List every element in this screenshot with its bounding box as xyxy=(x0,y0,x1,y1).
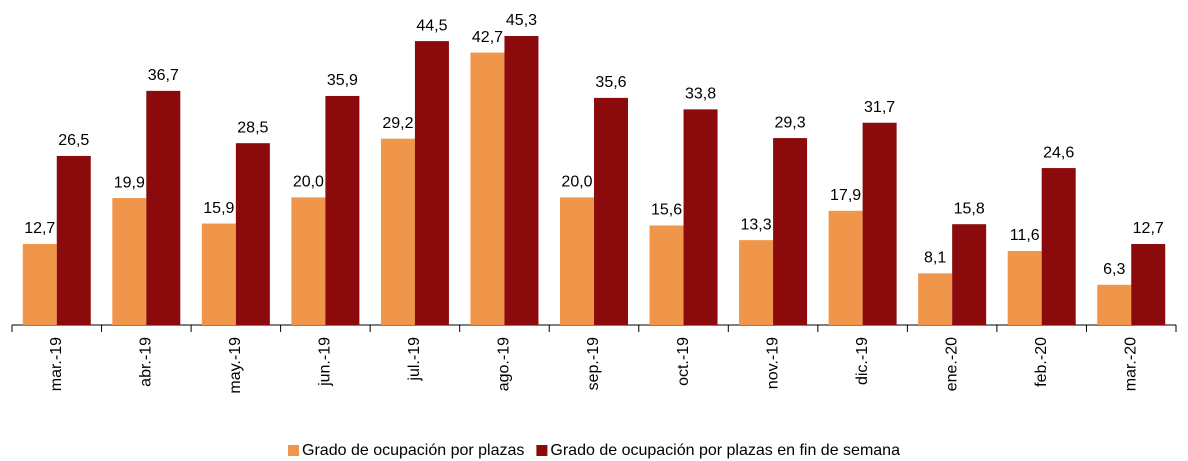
value-label: 28,5 xyxy=(237,119,268,136)
x-tick-label: ago.-19 xyxy=(496,337,513,391)
bar xyxy=(1131,243,1166,325)
value-label: 15,9 xyxy=(203,200,234,217)
bar xyxy=(862,122,897,325)
value-label: 44,5 xyxy=(416,17,447,34)
bar xyxy=(56,155,91,325)
value-label: 42,7 xyxy=(472,29,503,46)
value-label: 31,7 xyxy=(864,99,895,116)
bar xyxy=(112,198,147,325)
value-label: 6,3 xyxy=(1103,261,1125,278)
bar xyxy=(146,90,181,325)
x-tick-label: jul.-19 xyxy=(406,337,423,382)
x-tick-label: mar.-20 xyxy=(1122,337,1139,391)
bar xyxy=(22,243,57,325)
x-tick-label: sep.-19 xyxy=(585,337,602,390)
bar xyxy=(1007,250,1042,325)
value-label: 26,5 xyxy=(58,132,89,149)
x-tick-label: nov.-19 xyxy=(764,337,781,389)
value-label: 29,2 xyxy=(382,115,413,132)
value-label: 20,0 xyxy=(561,174,592,191)
legend-label: Grado de ocupación por plazas en fin de … xyxy=(550,442,900,459)
value-label: 15,8 xyxy=(954,200,985,217)
x-tick-label: mar.-19 xyxy=(48,337,65,391)
bar xyxy=(1041,168,1076,325)
bar xyxy=(952,224,987,325)
value-label: 24,6 xyxy=(1043,144,1074,161)
value-label: 29,3 xyxy=(775,114,806,131)
bar xyxy=(380,138,415,325)
bar xyxy=(918,273,953,325)
bar xyxy=(504,36,539,325)
value-label: 33,8 xyxy=(685,86,716,103)
bar xyxy=(773,138,808,325)
legend-label: Grado de ocupación por plazas xyxy=(302,442,524,459)
x-tick-label: dic.-19 xyxy=(854,337,871,385)
x-tick-label: ene.-20 xyxy=(943,337,960,391)
value-label: 45,3 xyxy=(506,12,537,29)
value-label: 35,6 xyxy=(595,74,626,91)
value-label: 35,9 xyxy=(327,72,358,89)
value-label: 12,7 xyxy=(1133,220,1164,237)
x-tick-label: feb.-20 xyxy=(1033,337,1050,387)
legend-swatch xyxy=(288,445,300,456)
value-label: 11,6 xyxy=(1010,227,1040,244)
bar xyxy=(739,240,774,325)
value-label: 36,7 xyxy=(148,67,179,84)
x-tick-label: oct.-19 xyxy=(675,337,692,386)
value-label: 17,9 xyxy=(830,187,861,204)
value-label: 8,1 xyxy=(924,250,946,267)
value-label: 15,6 xyxy=(651,202,682,219)
value-label: 12,7 xyxy=(24,220,55,237)
bar xyxy=(594,97,628,326)
value-label: 19,9 xyxy=(114,174,145,191)
x-tick-label: abr.-19 xyxy=(138,337,155,387)
legend-swatch xyxy=(536,445,548,456)
bar xyxy=(1097,284,1132,325)
bar xyxy=(291,197,326,325)
bar xyxy=(828,210,863,325)
bar xyxy=(470,52,505,326)
bar xyxy=(560,197,594,325)
value-label: 13,3 xyxy=(741,216,772,233)
bar xyxy=(683,109,718,325)
legend: Grado de ocupación por plazas Grado de oc… xyxy=(288,442,900,459)
bar xyxy=(325,95,360,326)
bar xyxy=(649,225,684,325)
bar xyxy=(235,143,270,325)
bar xyxy=(201,223,236,325)
bar xyxy=(414,41,449,325)
x-tick-label: may.-19 xyxy=(227,337,244,394)
value-label: 20,0 xyxy=(293,174,324,191)
x-tick-label: jun.-19 xyxy=(317,337,334,387)
